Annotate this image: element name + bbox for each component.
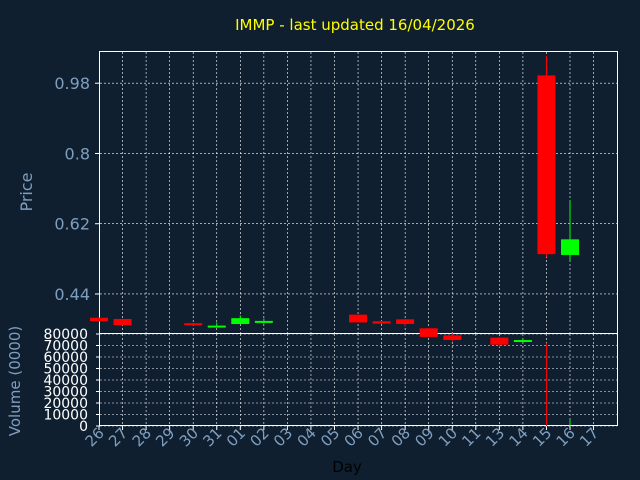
grid xyxy=(100,52,617,427)
candle-body xyxy=(207,325,226,328)
price-tick-label: 0.8 xyxy=(65,144,90,163)
volume-panel xyxy=(99,333,618,426)
x-axis-ticks: 2627282930310102030405060708091011131415… xyxy=(82,424,603,450)
x-tick-label: 06 xyxy=(341,424,367,450)
x-tick-label: 13 xyxy=(482,424,508,450)
x-tick-label: 03 xyxy=(270,424,296,450)
candle-body xyxy=(561,239,579,255)
candle-body xyxy=(513,340,532,343)
candle-body xyxy=(90,317,108,322)
x-tick-label: 16 xyxy=(553,424,579,450)
x-tick-label: 17 xyxy=(576,424,602,450)
volume-axis-label: Volume (0000) xyxy=(6,326,24,436)
candle-body xyxy=(231,318,250,325)
x-tick-label: 02 xyxy=(246,424,272,450)
volume-tick-label: 0 xyxy=(79,419,88,435)
volume-tick-label: 70000 xyxy=(43,339,88,355)
volume-tick-label: 40000 xyxy=(43,373,88,389)
volume-tick-label: 20000 xyxy=(43,396,88,412)
candles xyxy=(90,55,579,348)
price-tick-label: 0.62 xyxy=(54,215,90,234)
x-tick-label: 01 xyxy=(223,424,249,450)
x-tick-label: 14 xyxy=(505,424,531,450)
volume-tick-label: 50000 xyxy=(43,362,88,378)
candle-body xyxy=(537,75,556,255)
price-tick-label: 0.44 xyxy=(54,285,90,304)
candle-body xyxy=(396,319,415,325)
candle-body xyxy=(419,328,438,337)
candle-body xyxy=(113,318,132,326)
volume-tick-label: 30000 xyxy=(43,385,88,401)
candle-body xyxy=(349,314,368,323)
price-axis-ticks: 0.44 0.62 0.8 0.98 xyxy=(54,74,100,304)
x-tick-label: 15 xyxy=(529,424,555,450)
x-tick-label: 08 xyxy=(388,424,414,450)
candle-body xyxy=(490,337,509,345)
x-tick-label: 04 xyxy=(294,424,320,450)
x-tick-label: 05 xyxy=(317,424,343,450)
price-tick-label: 0.98 xyxy=(54,74,90,93)
x-tick-label: 11 xyxy=(458,424,484,450)
x-tick-label: 28 xyxy=(129,424,155,450)
volume-tick-label: 10000 xyxy=(43,408,88,424)
x-tick-label: 29 xyxy=(152,424,178,450)
x-tick-label: 09 xyxy=(411,424,437,450)
candle-body xyxy=(254,320,273,323)
volume-tick-label: 60000 xyxy=(43,350,88,366)
volume-tick-label: 80000 xyxy=(43,327,88,343)
candle-body xyxy=(184,323,203,326)
x-tick-label: 27 xyxy=(105,424,131,450)
x-tick-label: 30 xyxy=(176,424,202,450)
volume-bars xyxy=(545,343,571,426)
x-tick-label: 31 xyxy=(199,424,225,450)
x-tick-label: 10 xyxy=(435,424,461,450)
price-axis-label: Price xyxy=(17,172,36,211)
x-axis-label: Day xyxy=(332,458,362,476)
candle-body xyxy=(443,335,462,341)
volume-axis-ticks: 0100002000030000400005000060000700008000… xyxy=(43,327,100,435)
x-tick-label: 07 xyxy=(364,424,390,450)
chart-title: IMMP - last updated 16/04/2026 xyxy=(235,16,475,34)
candle-body xyxy=(372,321,391,324)
